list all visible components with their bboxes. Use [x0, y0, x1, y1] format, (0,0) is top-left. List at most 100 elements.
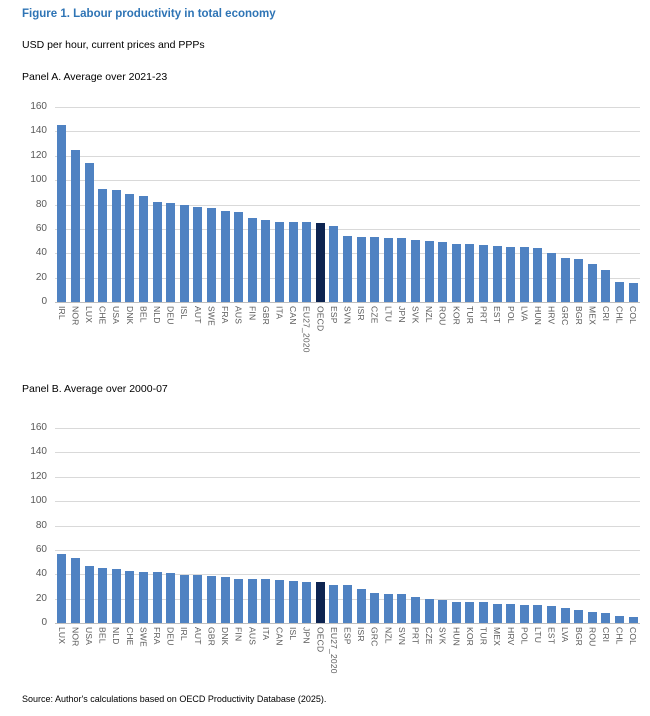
- x-label-LTU: LTU: [532, 627, 543, 644]
- bar-CRI: [601, 270, 611, 302]
- x-label-ESP: ESP: [328, 306, 339, 324]
- y-tick-label: 100: [30, 495, 47, 507]
- x-label-CRI: CRI: [600, 627, 611, 643]
- bar-EU27_2020: [302, 222, 312, 302]
- bar-FRA: [220, 210, 230, 302]
- bar-OECD: [315, 582, 325, 623]
- panel-a-chart: 0 20 40 60 80 100 120 140 160 IRL NOR LUX CHE USA DNK B…: [0, 100, 650, 400]
- bar-ISR: [356, 589, 366, 623]
- x-label-BEL: BEL: [138, 306, 149, 323]
- x-label-ISR: ISR: [356, 306, 367, 321]
- x-label-BGR: BGR: [573, 306, 584, 326]
- x-label-GBR: GBR: [260, 306, 271, 326]
- bar-TUR: [479, 602, 489, 623]
- bar-CHE: [98, 188, 108, 302]
- x-label-NZL: NZL: [383, 627, 394, 644]
- bar-CZE: [424, 599, 434, 623]
- x-label-IRL: IRL: [56, 306, 67, 320]
- bar-PRT: [479, 245, 489, 302]
- x-label-OECD: OECD: [315, 627, 326, 653]
- gridline: [55, 549, 640, 551]
- x-label-CZE: CZE: [369, 306, 380, 324]
- bar-GRC: [560, 257, 570, 302]
- gridline: [55, 525, 640, 527]
- bar-POL: [506, 246, 516, 302]
- bar-NLD: [152, 202, 162, 302]
- x-label-DNK: DNK: [220, 627, 231, 646]
- bar-KOR: [465, 601, 475, 623]
- bar-JPN: [302, 581, 312, 623]
- x-label-FIN: FIN: [233, 627, 244, 642]
- panel-a-title: Panel A. Average over 2021-23: [22, 71, 168, 83]
- bar-NOR: [70, 557, 80, 623]
- y-tick-label: 120: [30, 149, 47, 161]
- bar-ITA: [274, 221, 284, 302]
- x-label-USA: USA: [84, 627, 94, 646]
- x-label-CHE: CHE: [124, 627, 135, 646]
- x-label-GBR: GBR: [206, 627, 217, 647]
- bar-AUT: [193, 575, 203, 623]
- bar-KOR: [451, 243, 461, 302]
- bar-SVN: [397, 594, 407, 623]
- x-label-HUN: HUN: [532, 306, 543, 326]
- figure-subtitle: USD per hour, current prices and PPPs: [22, 39, 205, 51]
- bar-DEU: [166, 573, 176, 623]
- x-label-NLD: NLD: [111, 627, 122, 645]
- x-label-DNK: DNK: [124, 306, 135, 325]
- bar-CZE: [370, 237, 380, 302]
- x-label-POL: POL: [505, 306, 516, 324]
- bar-IRL: [57, 125, 67, 302]
- gridline: [55, 180, 640, 182]
- x-label-NOR: NOR: [70, 627, 81, 647]
- x-label-MEX: MEX: [492, 627, 503, 647]
- bar-SVK: [411, 239, 421, 302]
- bar-LVA: [560, 608, 570, 623]
- bar-GBR: [261, 220, 271, 302]
- gridline: [55, 476, 640, 478]
- bar-MEX: [587, 264, 597, 302]
- bar-NZL: [424, 241, 434, 302]
- bar-CAN: [274, 579, 284, 623]
- y-tick-label: 20: [35, 271, 47, 283]
- gridline: [55, 452, 640, 454]
- source-note: Source: Author's calculations based on O…: [22, 694, 327, 704]
- x-label-NOR: NOR: [70, 306, 81, 326]
- x-label-ROU: ROU: [437, 306, 448, 326]
- bar-DNK: [125, 194, 135, 302]
- bar-HUN: [533, 248, 543, 302]
- x-label-ISL: ISL: [179, 306, 190, 320]
- x-label-COL: COL: [628, 627, 639, 646]
- bar-LUX: [57, 553, 67, 623]
- y-tick-label: 80: [35, 198, 47, 210]
- x-label-ROU: ROU: [587, 627, 598, 647]
- bar-EST: [547, 605, 557, 623]
- x-label-DEU: DEU: [165, 306, 176, 325]
- x-label-CAN: CAN: [288, 306, 299, 325]
- x-label-AUT: AUT: [192, 627, 203, 645]
- x-label-FRA: FRA: [220, 306, 231, 324]
- x-label-HRV: HRV: [546, 306, 557, 325]
- bar-LTU: [533, 605, 543, 623]
- x-label-SVK: SVK: [410, 306, 421, 324]
- x-label-AUT: AUT: [192, 306, 203, 324]
- y-tick-label: 0: [41, 617, 47, 628]
- x-label-ITA: ITA: [274, 306, 285, 320]
- bar-COL: [628, 282, 638, 302]
- y-tick-label: 0: [41, 296, 47, 307]
- bar-GBR: [206, 576, 216, 623]
- bar-POL: [519, 605, 529, 623]
- bar-SVN: [343, 236, 352, 302]
- bar-CHE: [125, 571, 135, 623]
- x-label-JPN: JPN: [301, 627, 312, 644]
- y-tick-label: 80: [35, 519, 47, 531]
- x-label-EU27_2020: EU27_2020: [328, 627, 339, 674]
- bar-SVK: [438, 600, 448, 623]
- gridline: [55, 428, 640, 429]
- bar-DNK: [220, 577, 230, 623]
- bar-HRV: [506, 604, 516, 623]
- bar-LVA: [519, 247, 529, 302]
- panel-b-chart: 0 20 40 60 80 100 120 140 160 LUX NOR USA BEL NLD CHE S…: [0, 421, 650, 716]
- bar-ROU: [438, 242, 448, 302]
- x-label-CHL: CHL: [614, 306, 625, 324]
- y-tick-label: 140: [30, 446, 47, 458]
